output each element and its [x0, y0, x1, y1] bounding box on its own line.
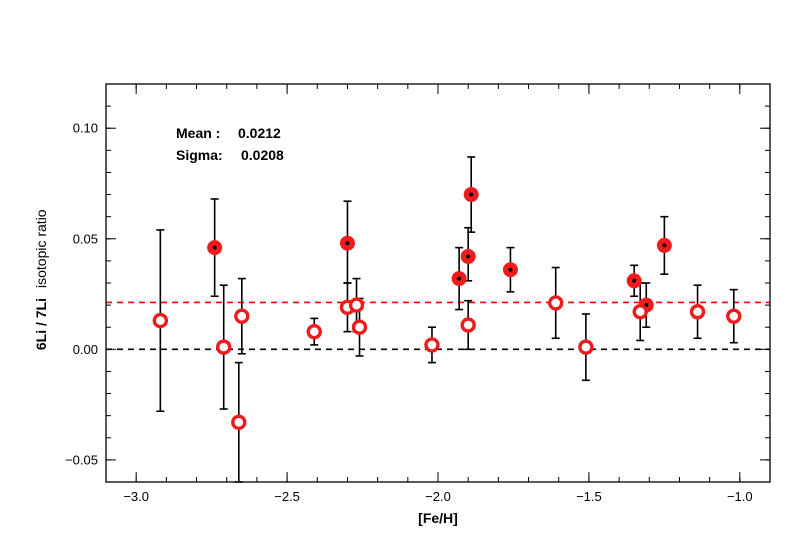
point-center	[632, 278, 637, 283]
x-tick-label: −3.0	[123, 489, 149, 504]
open-point	[216, 339, 232, 355]
point-center	[212, 245, 217, 250]
point-center	[345, 241, 350, 246]
mean-value: 0.0212	[238, 125, 281, 141]
open-point	[231, 414, 247, 430]
axis-ticks: −3.0 −2.5 −2.0 −1.5 −1.0 −0.05 0.00 0.05 0.10	[65, 83, 770, 504]
point-center	[466, 254, 471, 259]
annotation-box: Mean : 0.0212 Sigma: 0.0208	[176, 125, 284, 163]
y-tick-label: 0.05	[73, 231, 98, 246]
x-tick-label: −1.0	[727, 489, 753, 504]
open-point	[632, 304, 648, 320]
point-center	[662, 243, 667, 248]
x-axis-label: [Fe/H]	[418, 510, 458, 526]
open-point	[460, 317, 476, 333]
point-center	[469, 192, 474, 197]
open-point	[548, 295, 564, 311]
point-center	[457, 276, 462, 281]
y-tick-label: 0.10	[73, 121, 98, 136]
sigma-value: 0.0208	[241, 147, 284, 163]
mean-label: Mean :	[176, 125, 220, 141]
x-tick-label: −2.5	[274, 489, 300, 504]
point-center	[508, 267, 513, 272]
open-point	[351, 319, 368, 335]
open-point	[306, 323, 322, 340]
open-point	[726, 308, 742, 324]
y-tick-label: 0.00	[73, 342, 98, 357]
open-point	[424, 337, 440, 353]
y-tick-label: −0.05	[65, 452, 98, 467]
plot-frame	[105, 83, 771, 483]
sigma-label: Sigma:	[176, 147, 223, 163]
open-point	[689, 304, 706, 320]
open-point	[234, 308, 250, 324]
y-axis-label: 6Li / 7Li isotopic ratio	[33, 209, 49, 350]
y-axis-label-normal: isotopic ratio	[33, 209, 49, 288]
x-tick-label: −1.5	[576, 489, 602, 504]
x-tick-label: −2.0	[425, 489, 451, 504]
open-point	[578, 339, 594, 355]
y-axis-label-bold: 6Li / 7Li	[33, 298, 49, 350]
open-point	[152, 312, 169, 329]
open-point	[348, 297, 365, 313]
data-markers	[152, 187, 742, 430]
